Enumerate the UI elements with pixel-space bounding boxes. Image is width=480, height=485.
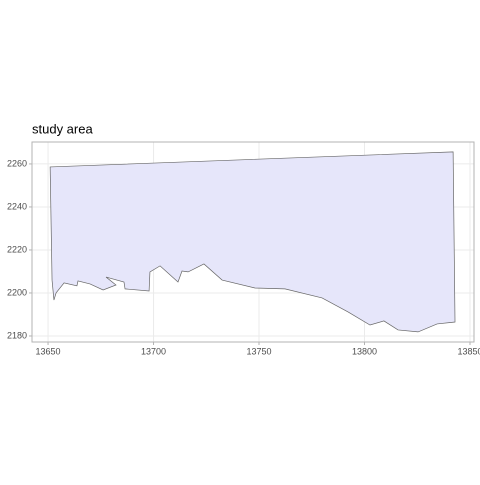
panel-border	[31, 141, 475, 343]
chart-title: study area	[32, 121, 93, 136]
x-tick-label: 13750	[246, 346, 271, 356]
x-tick-label: 13800	[352, 346, 377, 356]
y-tick-label: 2200	[7, 287, 27, 297]
y-tick-label: 2220	[7, 244, 27, 254]
x-tick-label: 13700	[141, 346, 166, 356]
polygon	[49, 151, 456, 333]
y-tick-label: 2240	[7, 201, 27, 211]
x-tick-label: 13850	[457, 346, 480, 356]
x-tick-label: 13650	[36, 346, 61, 356]
y-tick-label: 2260	[7, 158, 27, 168]
y-tick-label: 2180	[7, 330, 27, 340]
